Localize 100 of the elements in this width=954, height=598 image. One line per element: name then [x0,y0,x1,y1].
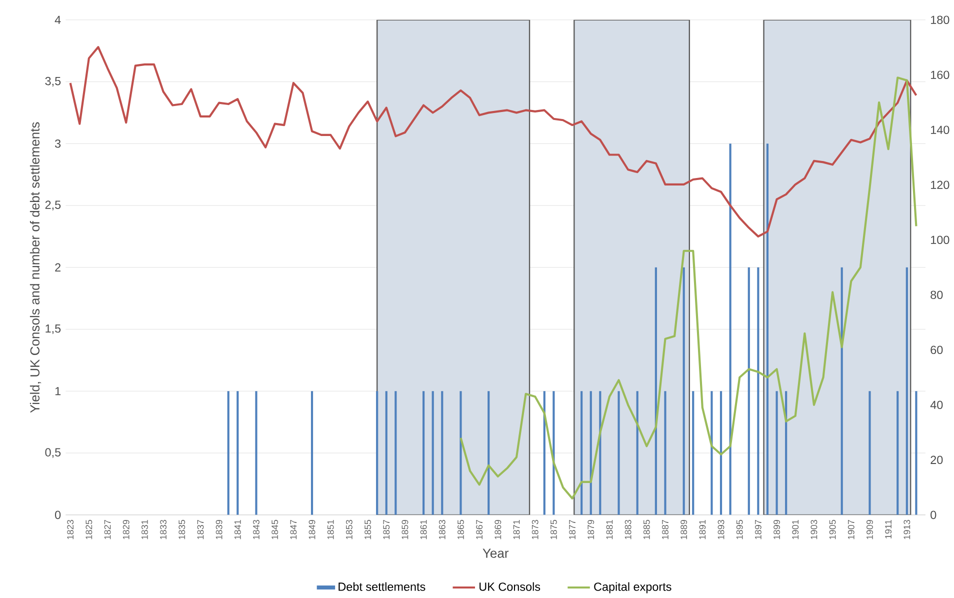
bar [310,391,314,515]
y-tick-label: 3 [55,140,61,148]
bar [385,391,388,515]
y-tick-label: 1 [55,387,61,396]
bar [692,391,694,515]
y2-tick-label: 0 [930,510,936,520]
x-tick-label: 1871 [513,520,520,540]
bar [654,267,657,515]
y-tick-label: 2 [55,263,60,272]
y-tick-label: 0 [55,510,61,520]
x-tick-label: 1865 [458,520,464,540]
bar [729,144,732,515]
y2-tick-label: 140 [931,126,950,134]
x-tick-label: 1841 [234,520,241,540]
y-tick-label: 4 [54,16,61,24]
x-tick-label: 1823 [67,520,74,540]
x-tick-label: 1911 [885,520,892,538]
y-tick-label: 3,5 [45,76,61,87]
x-tick-label: 1825 [86,520,92,540]
x-tick-label: 1877 [569,520,576,540]
x-tick-label: 1837 [197,520,204,540]
x-tick-label: 1913 [904,520,910,540]
bar [590,391,592,515]
x-tick-label: 1879 [588,520,594,540]
bar [682,267,685,515]
legend-label: Debt settlements [338,582,426,591]
bar [868,391,871,515]
x-tick-label: 1849 [308,520,316,540]
bar [636,391,638,515]
x-tick-label: 1885 [643,520,650,540]
bar [618,391,620,515]
x-tick-label: 1855 [364,520,372,540]
bar [236,391,239,515]
x-tick-label: 1863 [438,520,446,540]
bar [422,391,425,515]
bar [488,391,490,515]
legend-label: Capital exports [594,582,672,594]
x-tick-label: 1867 [476,520,483,540]
bar [915,391,918,515]
x-tick-label: 1839 [216,520,222,540]
bar [748,267,750,515]
bar [720,391,722,515]
x-tick-label: 1909 [866,520,873,540]
bar [757,267,760,515]
x-tick-label: 1895 [736,520,743,540]
bar [227,391,230,515]
x-tick-label: 1869 [494,520,502,540]
y2-tick-label: 160 [931,70,950,80]
x-tick-label: 1829 [122,520,130,540]
bar [376,391,378,515]
bar [460,391,462,515]
x-tick-label: 1893 [718,520,724,540]
y-axis-title: Yield, UK Consols and number of debt settlements [30,122,42,413]
x-tick-label: 1859 [402,520,408,540]
x-tick-label: 1875 [550,520,557,540]
x-tick-label: 1881 [606,520,613,540]
y-tick-label: 0,5 [45,448,61,458]
x-tick-label: 1833 [160,520,167,540]
y-tick-label: 1,5 [46,324,61,334]
x-tick-label: 1853 [346,520,352,540]
y2-tick-label: 20 [930,456,943,464]
bar [255,391,258,515]
bar [580,391,583,515]
x-tick-label: 1861 [420,520,427,540]
x-tick-label: 1845 [272,520,278,540]
x-tick-label: 1827 [104,520,111,540]
bar [766,144,769,515]
x-axis-title: Year [482,548,509,558]
y2-tick-label: 80 [930,290,943,300]
x-tick-label: 1831 [141,520,148,540]
x-tick-label: 1907 [848,520,854,540]
y2-tick-label: 120 [931,180,950,190]
bar [710,391,713,515]
legend-label: UK Consols [480,582,540,591]
y2-tick-label: 60 [930,346,943,354]
x-tick-label: 1887 [662,520,668,540]
bar [394,391,397,515]
x-tick-label: 1847 [290,520,297,540]
bar [785,391,788,515]
x-tick-label: 1903 [810,520,818,540]
x-tick-label: 1851 [327,520,334,540]
x-tick-label: 1897 [754,520,762,540]
bar [441,391,444,515]
line-series [460,76,918,500]
bar [906,267,908,515]
x-tick-label: 1889 [680,520,688,540]
bar [432,391,434,515]
y2-tick-label: 100 [931,236,950,244]
x-tick-label: 1901 [792,520,799,540]
y-tick-label: 2,5 [45,200,61,210]
bar [896,391,899,515]
bar [840,267,843,515]
x-tick-label: 1857 [383,520,390,540]
x-tick-label: 1905 [829,520,836,540]
bar [776,391,778,515]
x-tick-label: 1899 [774,520,780,540]
x-tick-label: 1843 [253,520,260,540]
x-tick-label: 1883 [624,520,632,540]
bar [664,391,666,515]
y2-tick-label: 180 [931,16,950,24]
